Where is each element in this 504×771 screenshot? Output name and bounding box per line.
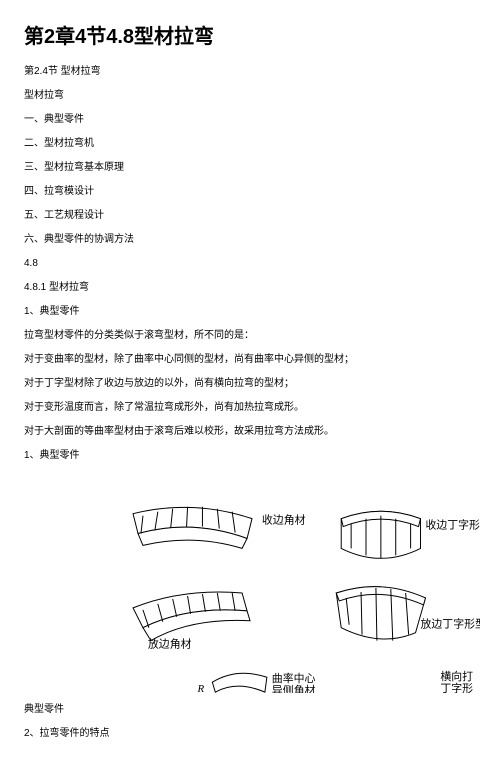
shape-br [336, 587, 425, 641]
body-line: 二、型材拉弯机 [24, 137, 480, 151]
figure-profiles: 收边角材 收边丁字形型 放边角材 [24, 493, 480, 693]
label-right-b: 丁字形 [440, 681, 473, 693]
body-line: 4.8 [24, 257, 480, 271]
body-line: 型材拉弯 [24, 89, 480, 103]
label-bl: 放边角材 [148, 637, 192, 651]
body-line: 四、拉弯模设计 [24, 185, 480, 199]
body-line: 4.8.1 型材拉弯 [24, 281, 480, 295]
label-tr: 收边丁字形型 [425, 518, 480, 532]
label-right-a: 横向打 [440, 669, 473, 683]
body-line: 对于大剖面的等曲率型材由于滚弯后难以校形，故采用拉弯方法成形。 [24, 425, 480, 439]
label-center-b: 异侧角材 [272, 683, 316, 693]
body-line: 1、典型零件 [24, 449, 480, 463]
body-line: 对于变形温度而言，除了常温拉弯成形外，尚有加热拉弯成形。 [24, 401, 480, 415]
shape-center [212, 673, 267, 692]
body-line: 对于丁字型材除了收边与放边的以外，尚有横向拉弯的型材； [24, 377, 480, 391]
body-line: 拉弯型材零件的分类类似于滚弯型材，所不同的是： [24, 329, 480, 343]
page-title: 第2章4节4.8型材拉弯 [24, 20, 480, 49]
shape-tr [341, 511, 420, 558]
body-line: 第2.4节 型材拉弯 [24, 65, 480, 79]
label-tl: 收边角材 [262, 513, 306, 527]
label-R: R [196, 683, 204, 693]
body-line: 一、典型零件 [24, 113, 480, 127]
body-line: 对于变曲率的型材，除了曲率中心同侧的型材，尚有曲率中心异侧的型材； [24, 353, 480, 367]
body-line: 五、工艺规程设计 [24, 209, 480, 223]
shape-tl [133, 507, 252, 549]
label-center-a: 曲率中心 [272, 671, 316, 685]
body-line: 六、典型零件的协调方法 [24, 233, 480, 247]
body-line: 2、拉弯零件的特点 [24, 727, 480, 741]
label-br: 放边丁字形型 [421, 617, 480, 631]
body-line: 三、型材拉弯基本原理 [24, 161, 480, 175]
shape-bl [133, 592, 250, 641]
figure-caption: 典型零件 [24, 703, 480, 717]
body-line: 1、典型零件 [24, 305, 480, 319]
